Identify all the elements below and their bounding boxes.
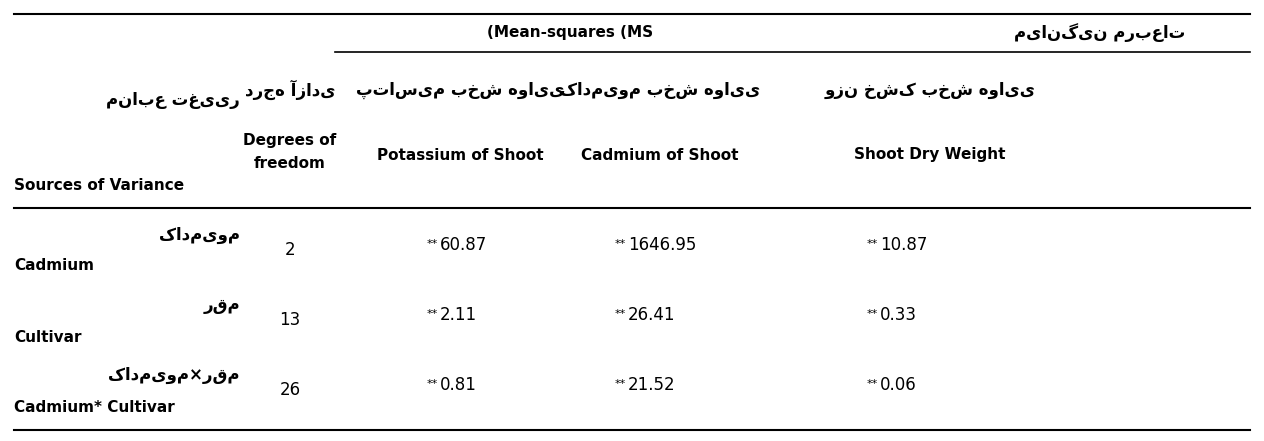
Text: Potassium of Shoot: Potassium of Shoot [377,147,544,162]
Text: Shoot Dry Weight: Shoot Dry Weight [854,147,1006,162]
Text: درجه آزادی: درجه آزادی [245,80,335,100]
Text: کادمیوم×رقم: کادمیوم×رقم [109,366,240,384]
Text: 21.52: 21.52 [628,376,676,394]
Text: 0.81: 0.81 [440,376,477,394]
Text: (Mean-squares (MS: (Mean-squares (MS [487,26,653,41]
Text: 26.41: 26.41 [628,306,675,324]
Text: Sources of Variance: Sources of Variance [14,177,185,193]
Text: 2.11: 2.11 [440,306,477,324]
Text: 26: 26 [279,381,301,399]
Text: رقم: رقم [204,296,240,314]
Text: **: ** [614,309,626,319]
Text: 10.87: 10.87 [880,236,928,254]
Text: منابع تغییر: منابع تغییر [106,91,240,109]
Text: کادمیوم: کادمیوم [159,226,240,244]
Text: 0.33: 0.33 [880,306,916,324]
Text: **: ** [867,239,878,249]
Text: میانگین مربعات: میانگین مربعات [1015,23,1186,42]
Text: Cultivar: Cultivar [14,330,81,345]
Text: 0.06: 0.06 [880,376,916,394]
Text: وزن خشک بخش هوایی: وزن خشک بخش هوایی [824,81,1035,99]
Text: 60.87: 60.87 [440,236,487,254]
Text: 13: 13 [279,311,301,329]
Text: Degrees of: Degrees of [244,132,336,147]
Text: Cadmium: Cadmium [14,258,94,273]
Text: 1646.95: 1646.95 [628,236,696,254]
Text: کادمیوم بخش هوایی: کادمیوم بخش هوایی [560,81,760,99]
Text: freedom: freedom [254,156,326,171]
Text: **: ** [867,309,878,319]
Text: **: ** [867,379,878,389]
Text: **: ** [427,379,439,389]
Text: **: ** [614,239,626,249]
Text: **: ** [614,379,626,389]
Text: **: ** [427,239,439,249]
Text: **: ** [427,309,439,319]
Text: Cadmium* Cultivar: Cadmium* Cultivar [14,400,174,415]
Text: 2: 2 [284,241,296,259]
Text: پتاسیم بخش هوایی: پتاسیم بخش هوایی [355,81,564,99]
Text: Cadmium of Shoot: Cadmium of Shoot [581,147,738,162]
